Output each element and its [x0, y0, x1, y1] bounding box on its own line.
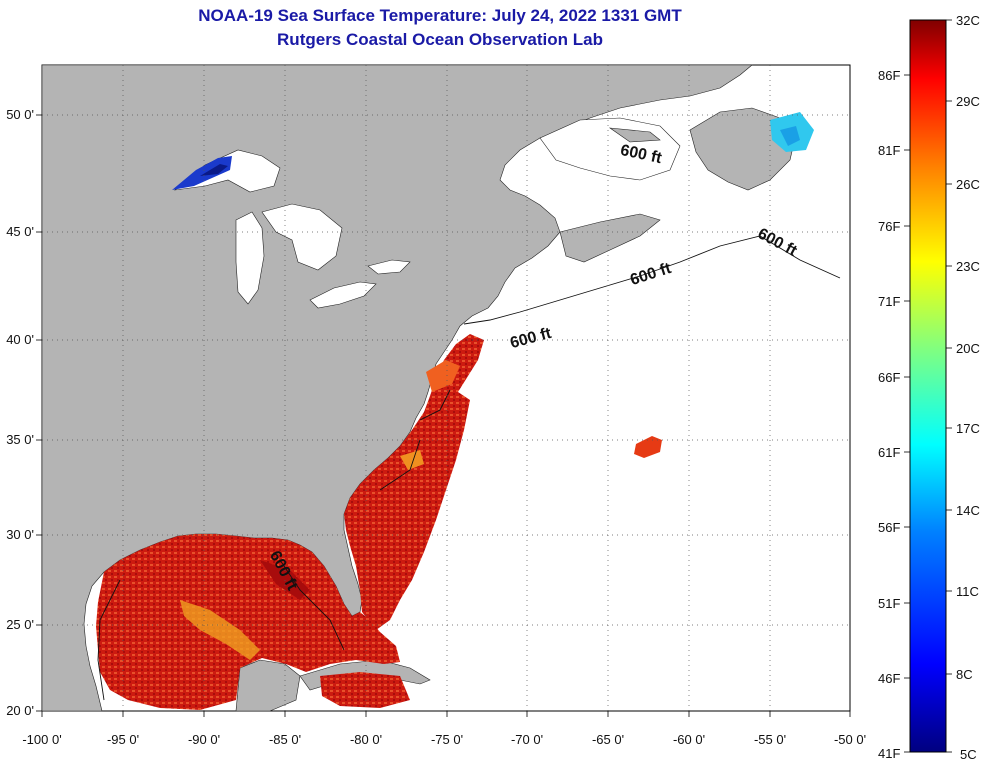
colorbar-f-label: 56F: [878, 520, 901, 535]
map-subtitle: Rutgers Coastal Ocean Observation Lab: [277, 30, 603, 49]
colorbar-c-label: 29C: [956, 94, 980, 109]
colorbar-f-label: 81F: [878, 143, 901, 158]
colorbar-f-label: 71F: [878, 294, 901, 309]
lat-label-25: 25 0': [6, 617, 34, 632]
colorbar-c-label: 20C: [956, 341, 980, 356]
lon-label-75: -75 0': [430, 732, 464, 747]
lon-label-80: -80 0': [349, 732, 383, 747]
lon-label-60: -60 0': [672, 732, 706, 747]
lat-label-50: 50 0': [6, 107, 34, 122]
colorbar-f-label: 61F: [878, 445, 901, 460]
lake-ontario: [367, 259, 411, 275]
colorbar: [909, 19, 947, 753]
colorbar-c-label: 11C: [956, 584, 979, 599]
colorbar-c-label: 5C: [960, 747, 977, 762]
lat-label-40: 40 0': [6, 332, 34, 347]
offshore-sst-patch: [634, 436, 662, 458]
colorbar-f-label: 86F: [878, 68, 901, 83]
colorbar-f-label: 66F: [878, 370, 901, 385]
map-title: NOAA-19 Sea Surface Temperature: July 24…: [198, 6, 682, 25]
colorbar-c-label: 23C: [956, 259, 980, 274]
colorbar-c-label: 8C: [956, 667, 973, 682]
land: [41, 64, 797, 712]
lake-michigan: [235, 211, 265, 305]
nova-scotia-land: [559, 213, 661, 263]
lon-label-50: -50 0': [833, 732, 867, 747]
lon-label-55: -55 0': [753, 732, 787, 747]
colorbar-f-label: 41F: [878, 746, 901, 761]
lake-erie: [309, 281, 377, 309]
gulf-of-mexico-sst: [96, 534, 400, 710]
lake-huron: [261, 203, 343, 271]
lon-label-70: -70 0': [510, 732, 544, 747]
lon-label-95: -95 0': [106, 732, 140, 747]
atlantic-coastal-sst: [344, 334, 484, 630]
lon-label-65: -65 0': [591, 732, 625, 747]
anticosti-land: [608, 127, 661, 143]
lon-label-100: -100 0': [22, 732, 62, 747]
lat-label-35: 35 0': [6, 432, 34, 447]
axis-ticks: [36, 114, 851, 717]
colorbar-c-label: 32C: [956, 13, 980, 28]
lon-label-85: -85 0': [268, 732, 302, 747]
colorbar-c-label: 17C: [956, 421, 980, 436]
lat-label-30: 30 0': [6, 527, 34, 542]
lake-superior-sst: [172, 156, 232, 190]
lat-label-20: 20 0': [6, 703, 34, 718]
yucatan-land: [235, 659, 301, 712]
lat-label-45: 45 0': [6, 224, 34, 239]
colorbar-c-label: 14C: [956, 503, 980, 518]
caribbean-sst: [320, 672, 410, 708]
newfoundland-land: [689, 107, 797, 191]
colorbar-c-label: 26C: [956, 177, 980, 192]
600ft-contour: [97, 235, 841, 701]
lon-label-90: -90 0': [187, 732, 221, 747]
colorbar-f-label: 76F: [878, 219, 901, 234]
colorbar-f-label: 46F: [878, 671, 901, 686]
colorbar-ticks: [904, 19, 952, 753]
colorbar-f-label: 51F: [878, 596, 901, 611]
